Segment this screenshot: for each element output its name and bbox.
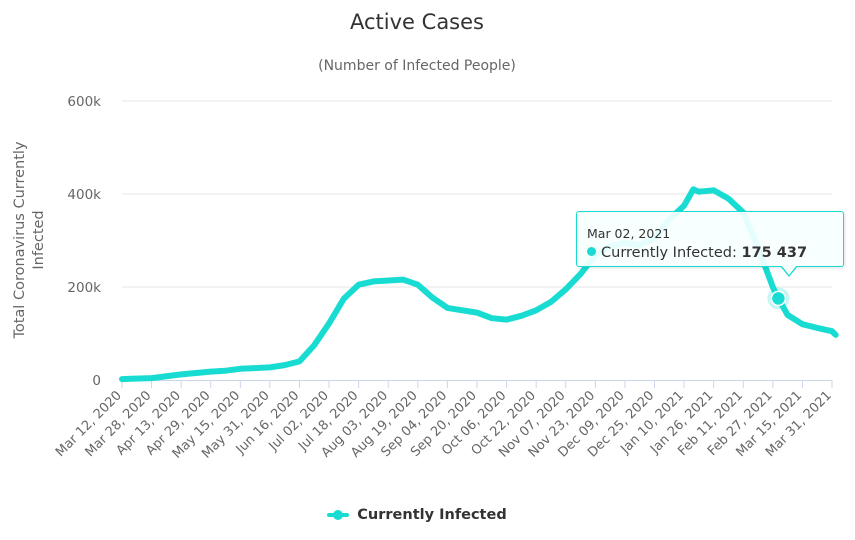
y-tick-label: 0: [92, 373, 101, 389]
y-axis-ticks: 0 200k 400k 600k: [67, 94, 101, 389]
tooltip-date: Mar 02, 2021: [587, 226, 671, 241]
chart-subtitle: (Number of Infected People): [318, 58, 516, 74]
tooltip-value: 175 437: [741, 245, 808, 261]
tooltip-series-name: Currently Infected: [601, 245, 732, 261]
y-tick-label: 200k: [67, 280, 101, 296]
gridlines: [122, 100, 832, 288]
legend-swatch-icon: [327, 508, 350, 522]
hover-point: [770, 290, 787, 307]
y-tick-label: 400k: [67, 187, 101, 203]
chart-title: Active Cases: [350, 10, 484, 34]
tooltip-pointer-fill: [781, 265, 797, 275]
hover-marker: [767, 287, 790, 310]
legend-label: Currently Infected: [357, 507, 507, 523]
y-tick-label: 600k: [67, 94, 101, 110]
tooltip-row: Currently Infected: 175 437: [587, 245, 807, 261]
legend-item-currently-infected[interactable]: Currently Infected: [0, 507, 834, 523]
tooltip-series-dot: [587, 247, 596, 256]
tooltip: Mar 02, 2021 Currently Infected: 175 437: [576, 211, 844, 267]
